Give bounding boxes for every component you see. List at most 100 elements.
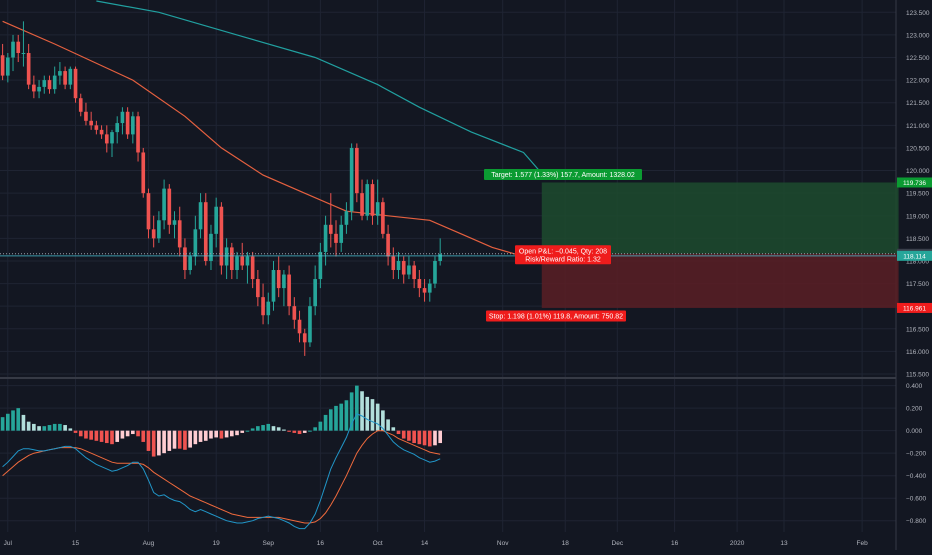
candle [125,107,130,139]
macd-tick-label: −0.600 [906,496,926,503]
target-label: Target: 1.577 (1.33%) 157.7, Amount: 132… [491,172,635,179]
time-tick-label: 16 [671,540,679,547]
candle-body [282,274,286,289]
macd-histogram-bar [287,430,291,432]
position-tool[interactable] [541,182,899,308]
macd-histogram-bar [188,430,192,448]
candle [120,107,125,135]
candle [177,206,182,257]
macd-histogram-bar [323,414,328,431]
candle-body [5,57,10,76]
price-tick-label: 121.500 [906,100,930,107]
macd-histogram-bar [334,405,338,431]
candle [427,279,432,302]
candle-body [11,41,15,58]
candle [308,297,312,347]
candle [141,147,146,198]
candle [183,238,187,280]
candle [94,120,99,135]
candle-body [131,116,135,135]
candle-body [58,71,62,76]
price-tick-label: 118.500 [906,236,929,243]
macd-histogram-bar [250,428,255,431]
candle-body [214,206,219,234]
macd-histogram-bar [42,426,47,431]
candle-body [256,279,260,298]
macd-histogram-bar [245,430,250,432]
candle-body [240,256,245,266]
candle [355,143,359,203]
candle-body [167,188,172,225]
macd-histogram-bar [146,430,151,451]
time-tick-label: Feb [857,540,869,547]
candle [240,242,245,271]
macd-histogram-bar [256,426,260,431]
candle-body [162,188,166,221]
candle-body [99,129,104,135]
macd-histogram-bar [89,430,93,440]
candle [302,328,307,356]
macd-histogram-bar [0,417,5,431]
price-tick-label: 123.000 [906,32,930,39]
macd-histogram-bar [370,399,375,431]
candle [203,193,208,266]
macd-histogram-bar [37,426,41,431]
candle [78,93,83,117]
candle [224,238,229,280]
candle [323,215,328,266]
time-tick-label: 15 [72,540,80,547]
ma-slow-line [96,0,540,171]
macd-histogram-bar [401,430,406,439]
candle-body [355,147,359,194]
candle [21,21,26,67]
candle [328,193,333,248]
candle-body [104,134,109,144]
macd-histogram-bar [131,430,135,435]
candle-body [344,211,349,225]
candle-body [261,297,265,316]
candle [167,184,172,234]
candle [417,270,422,298]
macd-histogram-bar [104,430,109,444]
candle [266,292,271,325]
target-zone[interactable] [541,182,899,254]
candle [396,251,401,280]
candle [438,238,443,266]
macd-histogram-bar [214,430,219,438]
macd-histogram-bar [235,430,239,436]
price-tick-label: 117.500 [906,281,929,288]
candle-body [21,52,26,54]
macd-histogram-bar [318,421,323,431]
candle-body [224,247,229,266]
candle [407,256,411,280]
macd-histogram-bar [32,423,36,431]
stop-label: Stop: 1.198 (1.01%) 119.8, Amount: 750.8… [489,313,623,320]
candle-body [115,123,120,133]
price-tick-label: 120.500 [906,145,930,152]
candle [261,283,265,325]
candle [151,215,156,248]
macd-tick-label: −0.200 [906,451,926,458]
stop-price-badge-box [897,302,932,313]
time-tick-label: 19 [213,540,221,547]
candle-body [209,233,213,261]
macd-histogram-bar [21,414,26,431]
candle-body [110,132,114,144]
candle [146,188,151,239]
macd-histogram-bar [344,400,349,431]
candle [229,242,234,280]
candle-body [381,202,385,234]
macd-histogram-bar [229,430,234,437]
candle-body [396,260,401,271]
candle-body [63,71,67,85]
candle [193,215,198,266]
candle [370,179,375,225]
candle [381,197,385,239]
macd-histogram-bar [438,430,443,444]
candle-body [407,265,411,275]
macd-histogram-bar [94,430,99,441]
macd-histogram-bar [355,385,359,431]
candle [401,256,406,284]
